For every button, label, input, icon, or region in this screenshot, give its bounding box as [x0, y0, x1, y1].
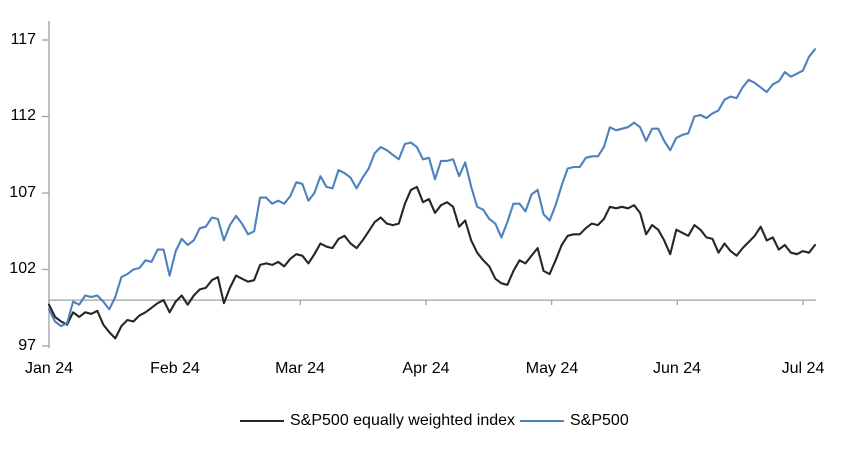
legend-line-swatch-equal-weight [240, 420, 284, 422]
x-axis-label: Mar 24 [275, 360, 325, 377]
x-axis-label: Jun 24 [652, 360, 702, 377]
y-axis-label: 112 [10, 107, 36, 124]
x-axis-label: Jan 24 [24, 360, 74, 377]
legend-item-sp500: S&P500 [520, 411, 629, 431]
legend: S&P500 equally weighted index S&P500 [0, 411, 852, 431]
legend-label-sp500: S&P500 [570, 412, 629, 429]
y-axis-label: 97 [18, 337, 36, 354]
y-axis-label: 107 [9, 184, 36, 201]
y-axis-label: 117 [10, 31, 36, 48]
x-axis-label: Apr 24 [402, 360, 450, 377]
legend-item-equal-weight: S&P500 equally weighted index [240, 411, 515, 431]
y-axis-label: 102 [9, 260, 36, 277]
x-axis-label: Feb 24 [150, 360, 200, 377]
legend-label-equal-weight: S&P500 equally weighted index [290, 412, 516, 429]
x-axis-label: May 24 [525, 360, 579, 377]
legend-line-swatch-sp500 [520, 420, 564, 422]
x-axis-label: Jul 24 [781, 360, 825, 377]
